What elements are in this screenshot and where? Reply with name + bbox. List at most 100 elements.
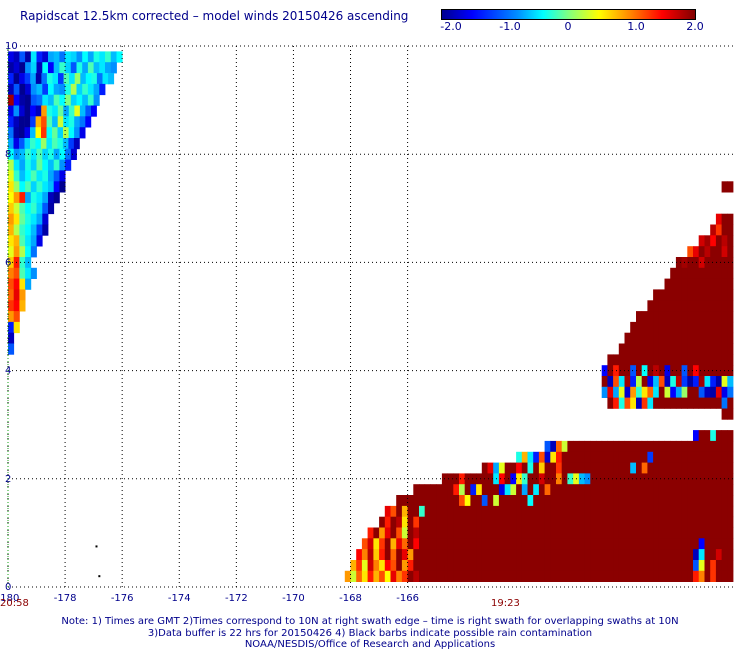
heatmap-cell	[710, 451, 717, 463]
heatmap-cell	[664, 538, 671, 550]
heatmap-cell	[641, 440, 648, 453]
heatmap-cell	[647, 527, 654, 539]
heatmap-cell	[538, 505, 545, 518]
heatmap-cell	[687, 311, 694, 323]
heatmap-cell	[584, 538, 591, 550]
heatmap-cell	[68, 138, 75, 150]
heatmap-cell	[704, 440, 711, 453]
heatmap-cell	[116, 51, 123, 63]
heatmap-cell	[664, 495, 671, 507]
heatmap-cell	[533, 505, 540, 518]
heatmap-cell	[715, 440, 722, 453]
heatmap-cell	[30, 224, 37, 236]
chart-notes: Note: 1) Times are GMT 2)Times correspon…	[0, 616, 740, 651]
heatmap-cell	[573, 527, 580, 539]
heatmap-cell	[441, 516, 448, 528]
heatmap-cell	[30, 213, 37, 225]
heatmap-cell	[544, 440, 551, 453]
heatmap-cell	[384, 516, 391, 528]
heatmap-cell	[419, 495, 426, 507]
heatmap-cell	[544, 484, 551, 496]
heatmap-cell	[481, 484, 488, 496]
heatmap-cell	[82, 51, 89, 63]
heatmap-cell	[647, 473, 654, 485]
heatmap-cell	[618, 484, 625, 496]
heatmap-cell	[516, 527, 523, 539]
heatmap-cell	[99, 51, 106, 63]
heatmap-cell	[521, 495, 528, 507]
heatmap-cell	[624, 386, 631, 398]
heatmap-cell	[413, 549, 420, 561]
heatmap-cell	[493, 549, 500, 561]
heatmap-cell	[727, 473, 734, 485]
heatmap-cell	[65, 51, 72, 63]
heatmap-cell	[521, 538, 528, 550]
heatmap-cell	[578, 473, 585, 485]
heatmap-cell	[601, 484, 608, 496]
heatmap-cell	[487, 516, 494, 528]
heatmap-cell	[567, 451, 574, 463]
heatmap-cell	[521, 516, 528, 528]
heatmap-cell	[664, 397, 671, 409]
heatmap-cell	[8, 246, 15, 258]
heatmap-cell	[618, 527, 625, 539]
heatmap-cell	[698, 549, 705, 561]
heatmap-cell	[721, 321, 728, 334]
heatmap-cell	[30, 105, 36, 117]
heatmap-cell	[527, 505, 534, 518]
heatmap-cell	[87, 51, 94, 63]
heatmap-cell	[42, 94, 49, 106]
heatmap-cell	[30, 73, 37, 85]
heatmap-cell	[664, 570, 671, 582]
heatmap-cell	[664, 300, 671, 312]
heatmap-cell	[441, 495, 448, 507]
heatmap-cell	[556, 527, 563, 539]
heatmap-cell	[436, 570, 443, 582]
heatmap-cell	[79, 127, 86, 139]
heatmap-cell	[613, 505, 620, 518]
heatmap-cell	[681, 516, 688, 528]
heatmap-cell	[470, 570, 477, 582]
heatmap-cell	[647, 451, 654, 463]
heatmap-cell	[715, 473, 722, 485]
x-tick-label: -178	[54, 593, 77, 604]
heatmap-cell	[630, 332, 637, 344]
heatmap-cell	[36, 148, 43, 160]
heatmap-cell	[664, 332, 671, 344]
heatmap-cell	[613, 354, 620, 366]
heatmap-cell	[459, 516, 466, 528]
heatmap-cell	[601, 495, 608, 507]
heatmap-cell	[664, 365, 671, 377]
heatmap-cell	[687, 527, 694, 539]
heatmap-cell	[607, 549, 614, 561]
heatmap-cell	[13, 51, 20, 63]
heatmap-cell	[8, 235, 15, 247]
heatmap-cell	[430, 538, 437, 550]
heatmap-cell	[693, 386, 700, 398]
heatmap-cell	[647, 560, 654, 572]
heatmap-cell	[704, 473, 711, 485]
heatmap-cell	[675, 451, 682, 463]
heatmap-cell	[675, 365, 682, 377]
heatmap-cell	[596, 560, 603, 572]
heatmap-cell	[710, 311, 717, 323]
heatmap-cell	[476, 527, 483, 539]
heatmap-cell	[624, 560, 631, 572]
heatmap-cell	[556, 505, 563, 518]
heatmap-cell	[19, 202, 26, 215]
heatmap-cell	[93, 62, 100, 74]
heatmap-cell	[430, 549, 437, 561]
heatmap-cell	[401, 495, 408, 507]
heatmap-cell	[13, 224, 20, 236]
heatmap-cell	[658, 527, 665, 539]
heatmap-cell	[8, 332, 15, 344]
heatmap-cell	[647, 343, 654, 355]
colorbar: -2.0 -1.0 0 1.0 2.0	[440, 9, 704, 33]
heatmap-cell	[493, 462, 500, 474]
heatmap-cell	[590, 516, 597, 528]
heatmap-cell	[396, 570, 403, 582]
heatmap-cell	[487, 462, 494, 474]
heatmap-cell	[670, 440, 677, 453]
heatmap-cell	[48, 159, 55, 171]
heatmap-cell	[25, 62, 32, 74]
